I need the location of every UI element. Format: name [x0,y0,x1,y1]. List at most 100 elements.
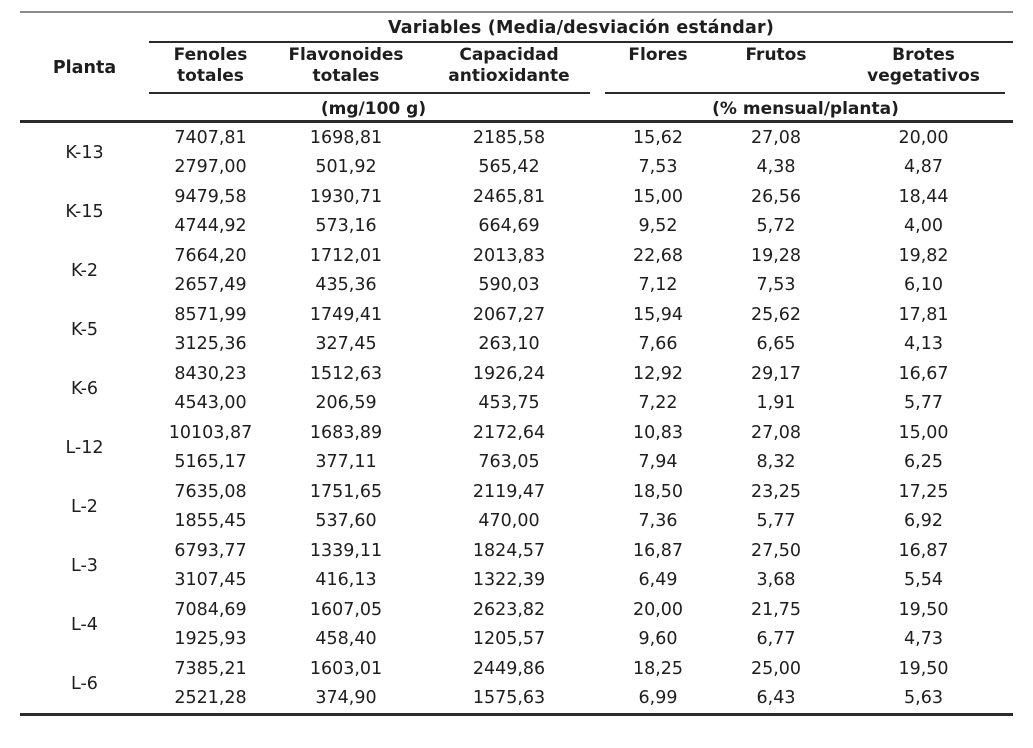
cell-sd: 7,94 [638,452,678,473]
cell-sd: 6,65 [756,334,796,355]
cell-media: 23,25 [750,481,802,502]
cell-sd: 2521,28 [174,688,247,709]
cell-sd: 537,60 [315,511,377,532]
cell-media: 10,83 [632,422,684,443]
col-header-fenoles-totales: Fenoles totales [173,45,248,86]
row-label-planta: K-5 [70,319,99,340]
cell-sd: 9,60 [638,629,678,650]
table-row-media: L-2 7635,08 1751,65 2119,47 18,50 23,25 17,25 [20,477,1013,517]
row-label-planta: K-13 [65,142,104,163]
col-header-flavonoides-totales: Flavonoides totales [288,45,404,86]
cell-sd: 1925,93 [174,629,247,650]
cell-sd: 2657,49 [174,275,247,296]
cell-media: 1607,05 [309,599,383,620]
cell-media: 1339,11 [309,540,383,561]
cell-media: 17,81 [898,304,949,325]
cell-media: 1698,81 [309,127,383,148]
cell-media: 15,94 [632,304,684,325]
cell-media: 27,50 [750,540,802,561]
cell-sd: 416,13 [315,570,377,591]
cell-sd: 470,00 [478,511,540,532]
cell-media: 19,50 [898,599,949,620]
cell-media: 1512,63 [309,363,383,384]
cell-media: 12,92 [632,363,684,384]
cell-sd: 4,87 [904,157,943,178]
cell-sd: 7,22 [638,393,678,414]
cell-media: 2465,81 [472,186,546,207]
cell-sd: 565,42 [478,157,540,178]
table-row-media: K-6 8430,23 1512,63 1926,24 12,92 29,17 16,67 [20,359,1013,399]
cell-sd: 7,53 [756,275,796,296]
cell-media: 15,00 [632,186,684,207]
cell-sd: 6,49 [638,570,678,591]
cell-media: 16,87 [898,540,949,561]
col-header-flores: Flores [628,45,688,65]
cell-media: 20,00 [632,599,684,620]
cell-sd: 5,77 [756,511,796,532]
cell-media: 18,50 [632,481,684,502]
cell-media: 25,62 [750,304,802,325]
table-row-media: K-5 8571,99 1749,41 2067,27 15,94 25,62 17,81 [20,300,1013,340]
cell-sd: 3125,36 [174,334,247,355]
cell-media: 22,68 [632,245,684,266]
cell-sd: 4,73 [904,629,943,650]
cell-sd: 4,13 [904,334,943,355]
cell-media: 1712,01 [309,245,383,266]
cell-media: 8571,99 [174,304,247,325]
cell-media: 21,75 [750,599,802,620]
table-row-sd: 1855,45 537,60 470,00 7,36 5,77 6,92 [20,507,1013,537]
cell-sd: 9,52 [638,216,678,237]
row-label-planta: K-2 [70,260,99,281]
cell-media: 17,25 [898,481,949,502]
cell-sd: 263,10 [478,334,540,355]
table-row-sd: 3125,36 327,45 263,10 7,66 6,65 4,13 [20,330,1013,360]
cell-sd: 2797,00 [174,157,247,178]
cell-media: 16,67 [898,363,949,384]
cell-media: 1603,01 [309,658,383,679]
cell-sd: 7,66 [638,334,678,355]
planta-column-header: Planta [52,57,117,78]
cell-media: 8430,23 [174,363,247,384]
cell-sd: 7,36 [638,511,678,532]
cell-sd: 5,63 [904,688,943,709]
cell-media: 18,44 [898,186,949,207]
cell-media: 27,08 [750,127,802,148]
cell-sd: 7,53 [638,157,678,178]
row-label-planta: L-6 [71,673,98,694]
cell-media: 20,00 [898,127,949,148]
cell-media: 7385,21 [174,658,247,679]
cell-media: 2067,27 [472,304,546,325]
cell-sd: 5,77 [904,393,943,414]
table-row-sd: 3107,45 416,13 1322,39 6,49 3,68 5,54 [20,566,1013,596]
cell-sd: 5165,17 [174,452,247,473]
table-row-media: K-15 9479,58 1930,71 2465,81 15,00 26,56 18,44 [20,182,1013,222]
cell-sd: 327,45 [315,334,377,355]
plant-variables-table: Planta Variables (Media/desviación están… [20,12,1013,713]
table-row-sd: 1925,93 458,40 1205,57 9,60 6,77 4,73 [20,625,1013,655]
table-row-sd: 2521,28 374,90 1575,63 6,99 6,43 5,63 [20,684,1013,714]
cell-sd: 453,75 [478,393,540,414]
table-row-media: L-6 7385,21 1603,01 2449,86 18,25 25,00 19,50 [20,654,1013,694]
cell-media: 1824,57 [472,540,546,561]
table-row-media: L-4 7084,69 1607,05 2623,82 20,00 21,75 19,50 [20,595,1013,635]
table-row-sd: 5165,17 377,11 763,05 7,94 8,32 6,25 [20,448,1013,478]
cell-media: 18,25 [632,658,684,679]
table-row-sd: 2797,00 501,92 565,42 7,53 4,38 4,87 [20,153,1013,183]
cell-sd: 1855,45 [174,511,247,532]
table-body: K-13 7407,81 1698,81 2185,58 15,62 27,08 20,00… [20,123,1013,713]
cell-media: 1930,71 [309,186,383,207]
cell-sd: 6,92 [904,511,943,532]
cell-media: 19,82 [898,245,949,266]
row-label-planta: K-15 [65,201,104,222]
cell-sd: 4744,92 [174,216,247,237]
cell-media: 1683,89 [309,422,383,443]
cell-sd: 206,59 [315,393,377,414]
cell-media: 15,00 [898,422,949,443]
table-row-sd: 4744,92 573,16 664,69 9,52 5,72 4,00 [20,212,1013,242]
cell-media: 2623,82 [472,599,546,620]
cell-media: 7084,69 [174,599,247,620]
cell-sd: 1575,63 [472,688,546,709]
cell-media: 10103,87 [168,422,253,443]
row-label-planta: L-2 [71,496,98,517]
